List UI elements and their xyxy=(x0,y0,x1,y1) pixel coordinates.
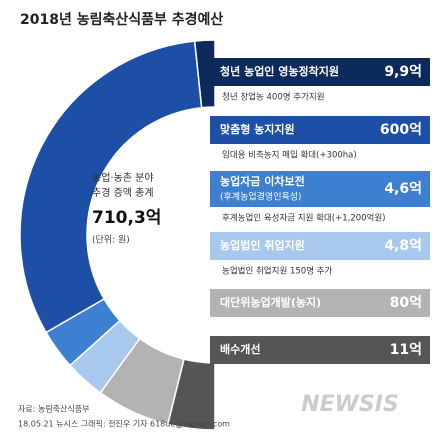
item-title: 배수개선 xyxy=(220,342,260,356)
item-title: 대단위농업개발(농지) xyxy=(220,295,321,309)
item-title: 청년 농업인 영농정착지원 xyxy=(220,64,339,78)
item-amount: 4,8억 xyxy=(384,238,422,254)
watermark: NEWSIS xyxy=(301,392,399,417)
item-box xyxy=(210,232,430,260)
item-note: 농업법인 취업지원 150명 추가 xyxy=(222,266,333,277)
donut-segment xyxy=(166,358,216,431)
item-note: 임대용 비축농지 매입 확대(+300ha) xyxy=(222,150,357,161)
item-title: 농업법인 취업지원 xyxy=(220,238,305,252)
item-amount: 11억 xyxy=(390,342,422,358)
item-title: 맞춤형 농지지원 xyxy=(220,122,295,136)
item-amount: 9,9억 xyxy=(384,64,422,80)
total-value: 710,3억 xyxy=(92,208,161,228)
item-amount: 600억 xyxy=(380,122,422,138)
total-line: 추경 증액 총계 xyxy=(92,186,154,199)
item-box xyxy=(210,289,430,317)
item-box xyxy=(210,58,430,86)
donut xyxy=(19,39,216,431)
item-box xyxy=(210,336,430,364)
item-note: 후계농업인 육성자금 지원 확대(+1,200억원) xyxy=(222,213,386,224)
item-subtitle: (후계농업경영인육성) xyxy=(220,191,302,203)
item-amount: 80억 xyxy=(390,295,422,311)
item-box xyxy=(210,116,430,144)
credit: 18.05.21 뉴시스 그래픽: 전진우 기자 618ue@newsis.co… xyxy=(18,419,230,429)
item-note: 청년 창업농 400명 추가지원 xyxy=(222,92,325,103)
item-title: 농업자금 이차보전 xyxy=(220,174,305,188)
total-unit: (단위: 원) xyxy=(92,235,130,246)
item-box xyxy=(210,171,430,207)
donut-segment xyxy=(19,40,203,334)
source: 자료: 농림축산식품부 xyxy=(18,404,89,414)
item-amount: 4,6억 xyxy=(384,181,422,197)
total-line: 농업·농촌 분야 xyxy=(92,171,154,184)
title: 2018년 농림축산식품부 추경예산 xyxy=(20,11,223,28)
